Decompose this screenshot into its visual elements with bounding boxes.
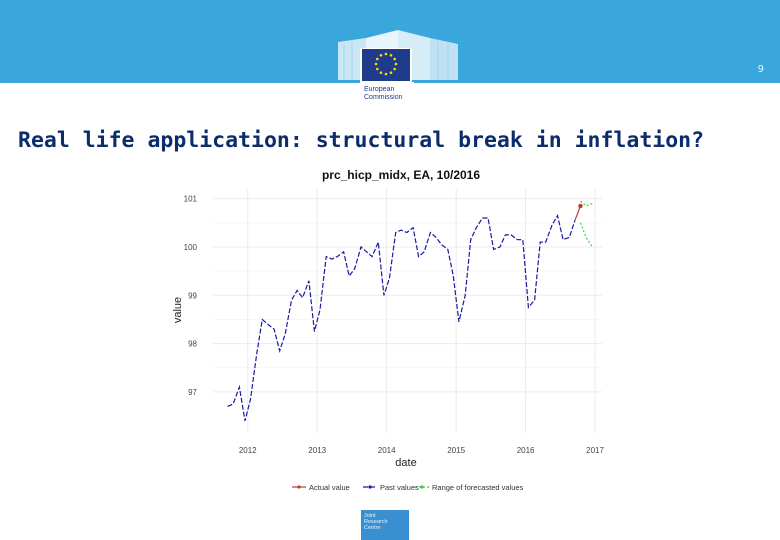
legend-label: Past values [380, 483, 419, 492]
past-values-line [227, 213, 576, 422]
x-tick-label: 2015 [447, 446, 465, 455]
slide-title: Real life application: structural break … [18, 128, 705, 153]
legend-label: Actual value [309, 483, 350, 492]
chart-legend: Actual value Past values Range of forecast… [292, 483, 524, 492]
jrc-line3: Centre [364, 525, 381, 531]
y-tick-label: 97 [188, 388, 197, 397]
x-axis-label: date [395, 457, 416, 469]
legend-key-point [420, 485, 424, 489]
y-tick-label: 100 [184, 243, 198, 252]
forecast-lower-line [579, 222, 593, 248]
eu-stars [374, 52, 398, 76]
chart-title: prc_hicp_midx, EA, 10/2016 [322, 168, 480, 182]
logo-line2: Commission [364, 94, 403, 101]
x-tick-label: 2014 [378, 446, 396, 455]
actual-value-point [578, 203, 583, 209]
jrc-line1: Joint [364, 513, 376, 519]
legend-key-point [368, 485, 372, 489]
x-tick-label: 2012 [239, 446, 257, 455]
jrc-logo: Joint Research Centre [361, 510, 409, 540]
x-tick-label: 2016 [517, 446, 535, 455]
x-tick-label: 2017 [586, 446, 604, 455]
plot-background [213, 189, 602, 433]
jrc-line2: Research [364, 519, 388, 525]
actual-value-connector [574, 205, 582, 221]
y-axis-label: value [172, 297, 184, 323]
legend-key-point [297, 485, 301, 489]
european-commission-logo: European Commission [338, 30, 458, 106]
inflation-line-chart: prc_hicp_midx, EA, 10/2016 97 98 99 100 101 2… [172, 168, 605, 492]
page-number: 9 [757, 64, 764, 75]
y-tick-label: 101 [184, 195, 198, 204]
y-tick-label: 98 [188, 340, 197, 349]
y-tick-label: 99 [188, 291, 197, 300]
logo-line1: European [364, 86, 394, 93]
x-tick-label: 2013 [308, 446, 326, 455]
legend-label: Range of forecasted values [432, 483, 524, 492]
